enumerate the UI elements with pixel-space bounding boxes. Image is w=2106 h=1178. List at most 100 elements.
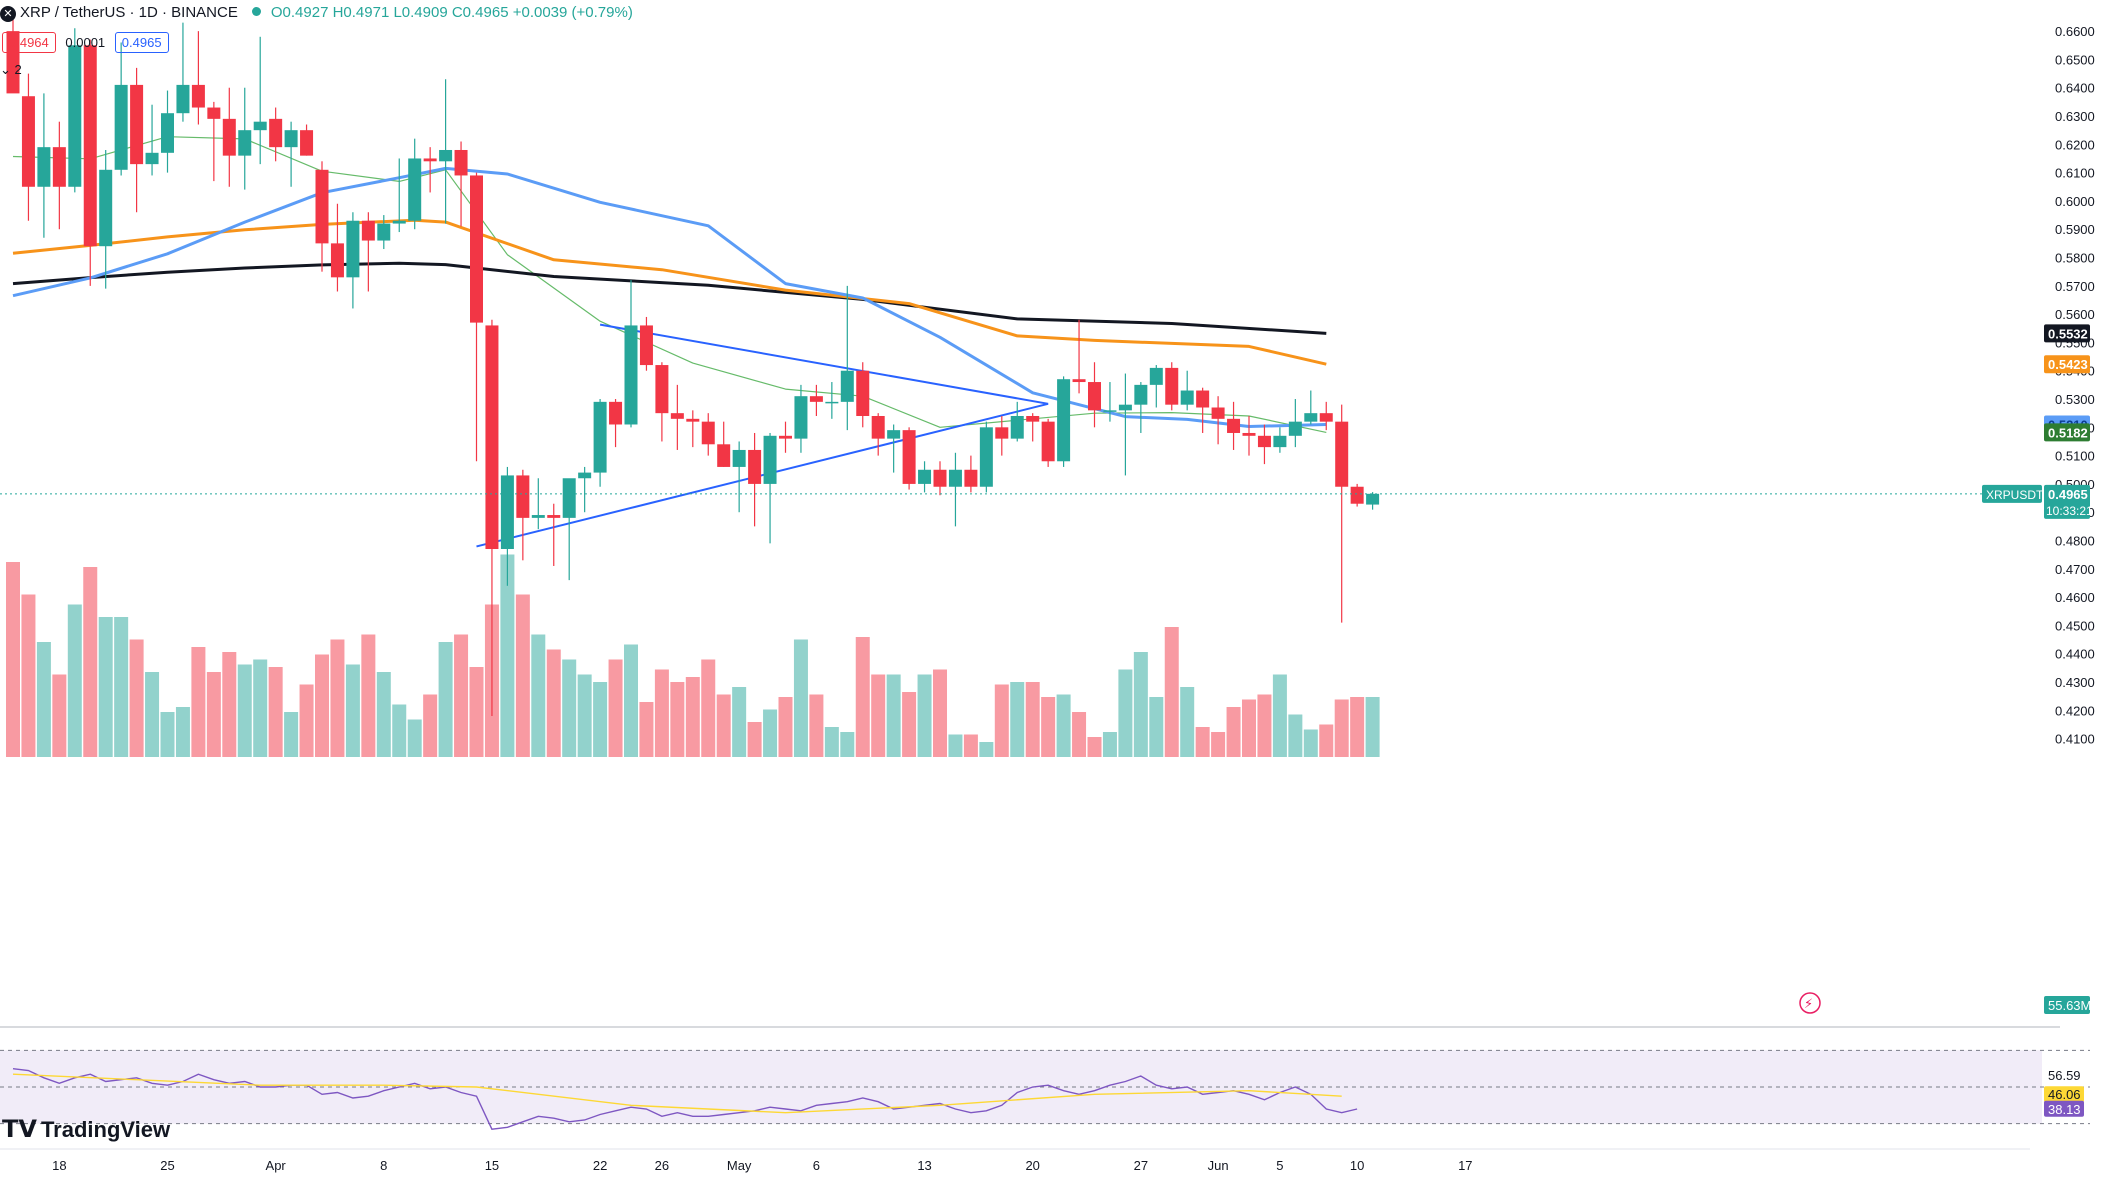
rsi-ma-line: [12, 1073, 1342, 1114]
volume-bar: [83, 567, 98, 757]
candle-body: [207, 107, 221, 119]
candle-body: [856, 370, 870, 416]
volume-bar: [593, 682, 608, 757]
rsi-tick: 38.13: [2048, 1102, 2081, 1117]
volume-bar: [361, 634, 376, 757]
candle-body: [6, 31, 20, 94]
candle-body: [1227, 418, 1241, 433]
candle-body: [948, 469, 962, 487]
candle-body: [686, 418, 700, 422]
candle-body: [1134, 384, 1148, 405]
price-tick: 0.5800: [2055, 251, 2095, 266]
candle-body: [670, 413, 684, 419]
volume-bar: [763, 709, 778, 757]
symbol-tag: [1982, 484, 2042, 503]
volume-bars: [6, 554, 1380, 757]
price-tick: 0.4200: [2055, 703, 2095, 718]
volume-bar: [454, 634, 469, 757]
price-tick: 0.6300: [2055, 109, 2095, 124]
volume-bar: [902, 692, 917, 757]
volume-bar: [824, 727, 839, 757]
ma-green-label: 0.5182: [2048, 425, 2088, 440]
candle-body: [918, 469, 932, 484]
time-tick: 25: [160, 1158, 174, 1173]
time-tick: 27: [1134, 1158, 1148, 1173]
volume-bar: [1350, 697, 1365, 757]
volume-bar: [948, 734, 963, 757]
volume-bar: [701, 659, 716, 757]
ma-orange-tag: [2044, 355, 2090, 374]
rsi-panel: [0, 1026, 2090, 1125]
volume-bar: [871, 674, 886, 757]
price-tick: 0.4700: [2055, 562, 2095, 577]
candle-body: [269, 118, 283, 148]
volume-tag: [2044, 996, 2090, 1014]
price-tick: 0.6200: [2055, 137, 2095, 152]
volume-bar: [747, 722, 762, 757]
volume-bar: [330, 639, 345, 757]
volume-bar: [1118, 669, 1133, 757]
indicators-toggle[interactable]: ⌄ 2: [0, 62, 22, 78]
chevron-down-icon[interactable]: ⌄: [0, 62, 11, 77]
price-tick: 0.5700: [2055, 279, 2095, 294]
candle-body: [114, 84, 128, 170]
candle-body: [1273, 435, 1287, 448]
candle-body: [701, 421, 715, 445]
candle-body: [1350, 486, 1364, 504]
volume-bar: [608, 659, 623, 757]
volume-bar: [145, 672, 160, 757]
volume-bar: [531, 634, 546, 757]
candle-body: [1088, 382, 1101, 411]
candle-body: [253, 121, 267, 131]
candle-body: [52, 147, 66, 187]
volume-bar: [732, 687, 747, 757]
time-tick: 6: [813, 1158, 820, 1173]
volume-bar: [438, 642, 453, 757]
volume-bar: [315, 654, 329, 757]
bid-button[interactable]: 0.4964: [2, 32, 56, 53]
ma-orange-line: [12, 218, 1327, 366]
price-tick: 0.6000: [2055, 194, 2095, 209]
candle-body: [809, 396, 823, 402]
candle-body: [99, 169, 113, 247]
time-tick: 5: [1276, 1158, 1283, 1173]
volume-bar: [515, 594, 530, 757]
candle-body: [763, 435, 777, 484]
candle-body: [1103, 410, 1117, 412]
candle-body: [979, 427, 993, 487]
candle-body: [624, 325, 638, 425]
volume-bar: [1087, 737, 1102, 757]
volume-bar: [1303, 729, 1318, 757]
bid-ask-row: 0.4964 0.0001 0.4965: [2, 32, 169, 53]
time-tick: 13: [917, 1158, 931, 1173]
candle-body: [717, 444, 731, 467]
candle-body: [377, 223, 391, 241]
rsi-band: [0, 1050, 2042, 1124]
ma-green-tag: [2044, 423, 2090, 442]
volume-bar: [1025, 682, 1040, 757]
volume-bar: [469, 667, 484, 757]
price-tick: 0.6500: [2055, 52, 2095, 67]
alert-icon: [1799, 992, 1821, 1014]
volume-bar: [577, 674, 592, 757]
chart-header: ✕ XRP / TetherUS · 1D · BINANCE O0.4927 H0…: [0, 4, 633, 22]
market-open-icon: [251, 7, 261, 16]
volume-bar: [1272, 674, 1287, 757]
volume-bar: [1334, 699, 1349, 757]
volume-bar: [299, 684, 314, 757]
price-tick: 0.6400: [2055, 81, 2095, 96]
tradingview-logo-icon: 𝗧𝗩: [2, 1116, 37, 1143]
volume-bar: [963, 734, 978, 757]
volume-bar: [253, 659, 268, 757]
candle-body: [1319, 413, 1333, 422]
lightning-icon: ⚡: [1804, 997, 1813, 1012]
rsi-tick: 46.06: [2048, 1087, 2081, 1102]
trendline: [476, 402, 1049, 548]
volume-bar: [268, 667, 283, 757]
symbol-label: XRPUSDT: [1986, 488, 2044, 502]
symbol-title[interactable]: XRP / TetherUS · 1D · BINANCE: [20, 4, 238, 21]
ask-button[interactable]: 0.4965: [114, 32, 169, 53]
time-tick: 10: [1350, 1158, 1364, 1173]
